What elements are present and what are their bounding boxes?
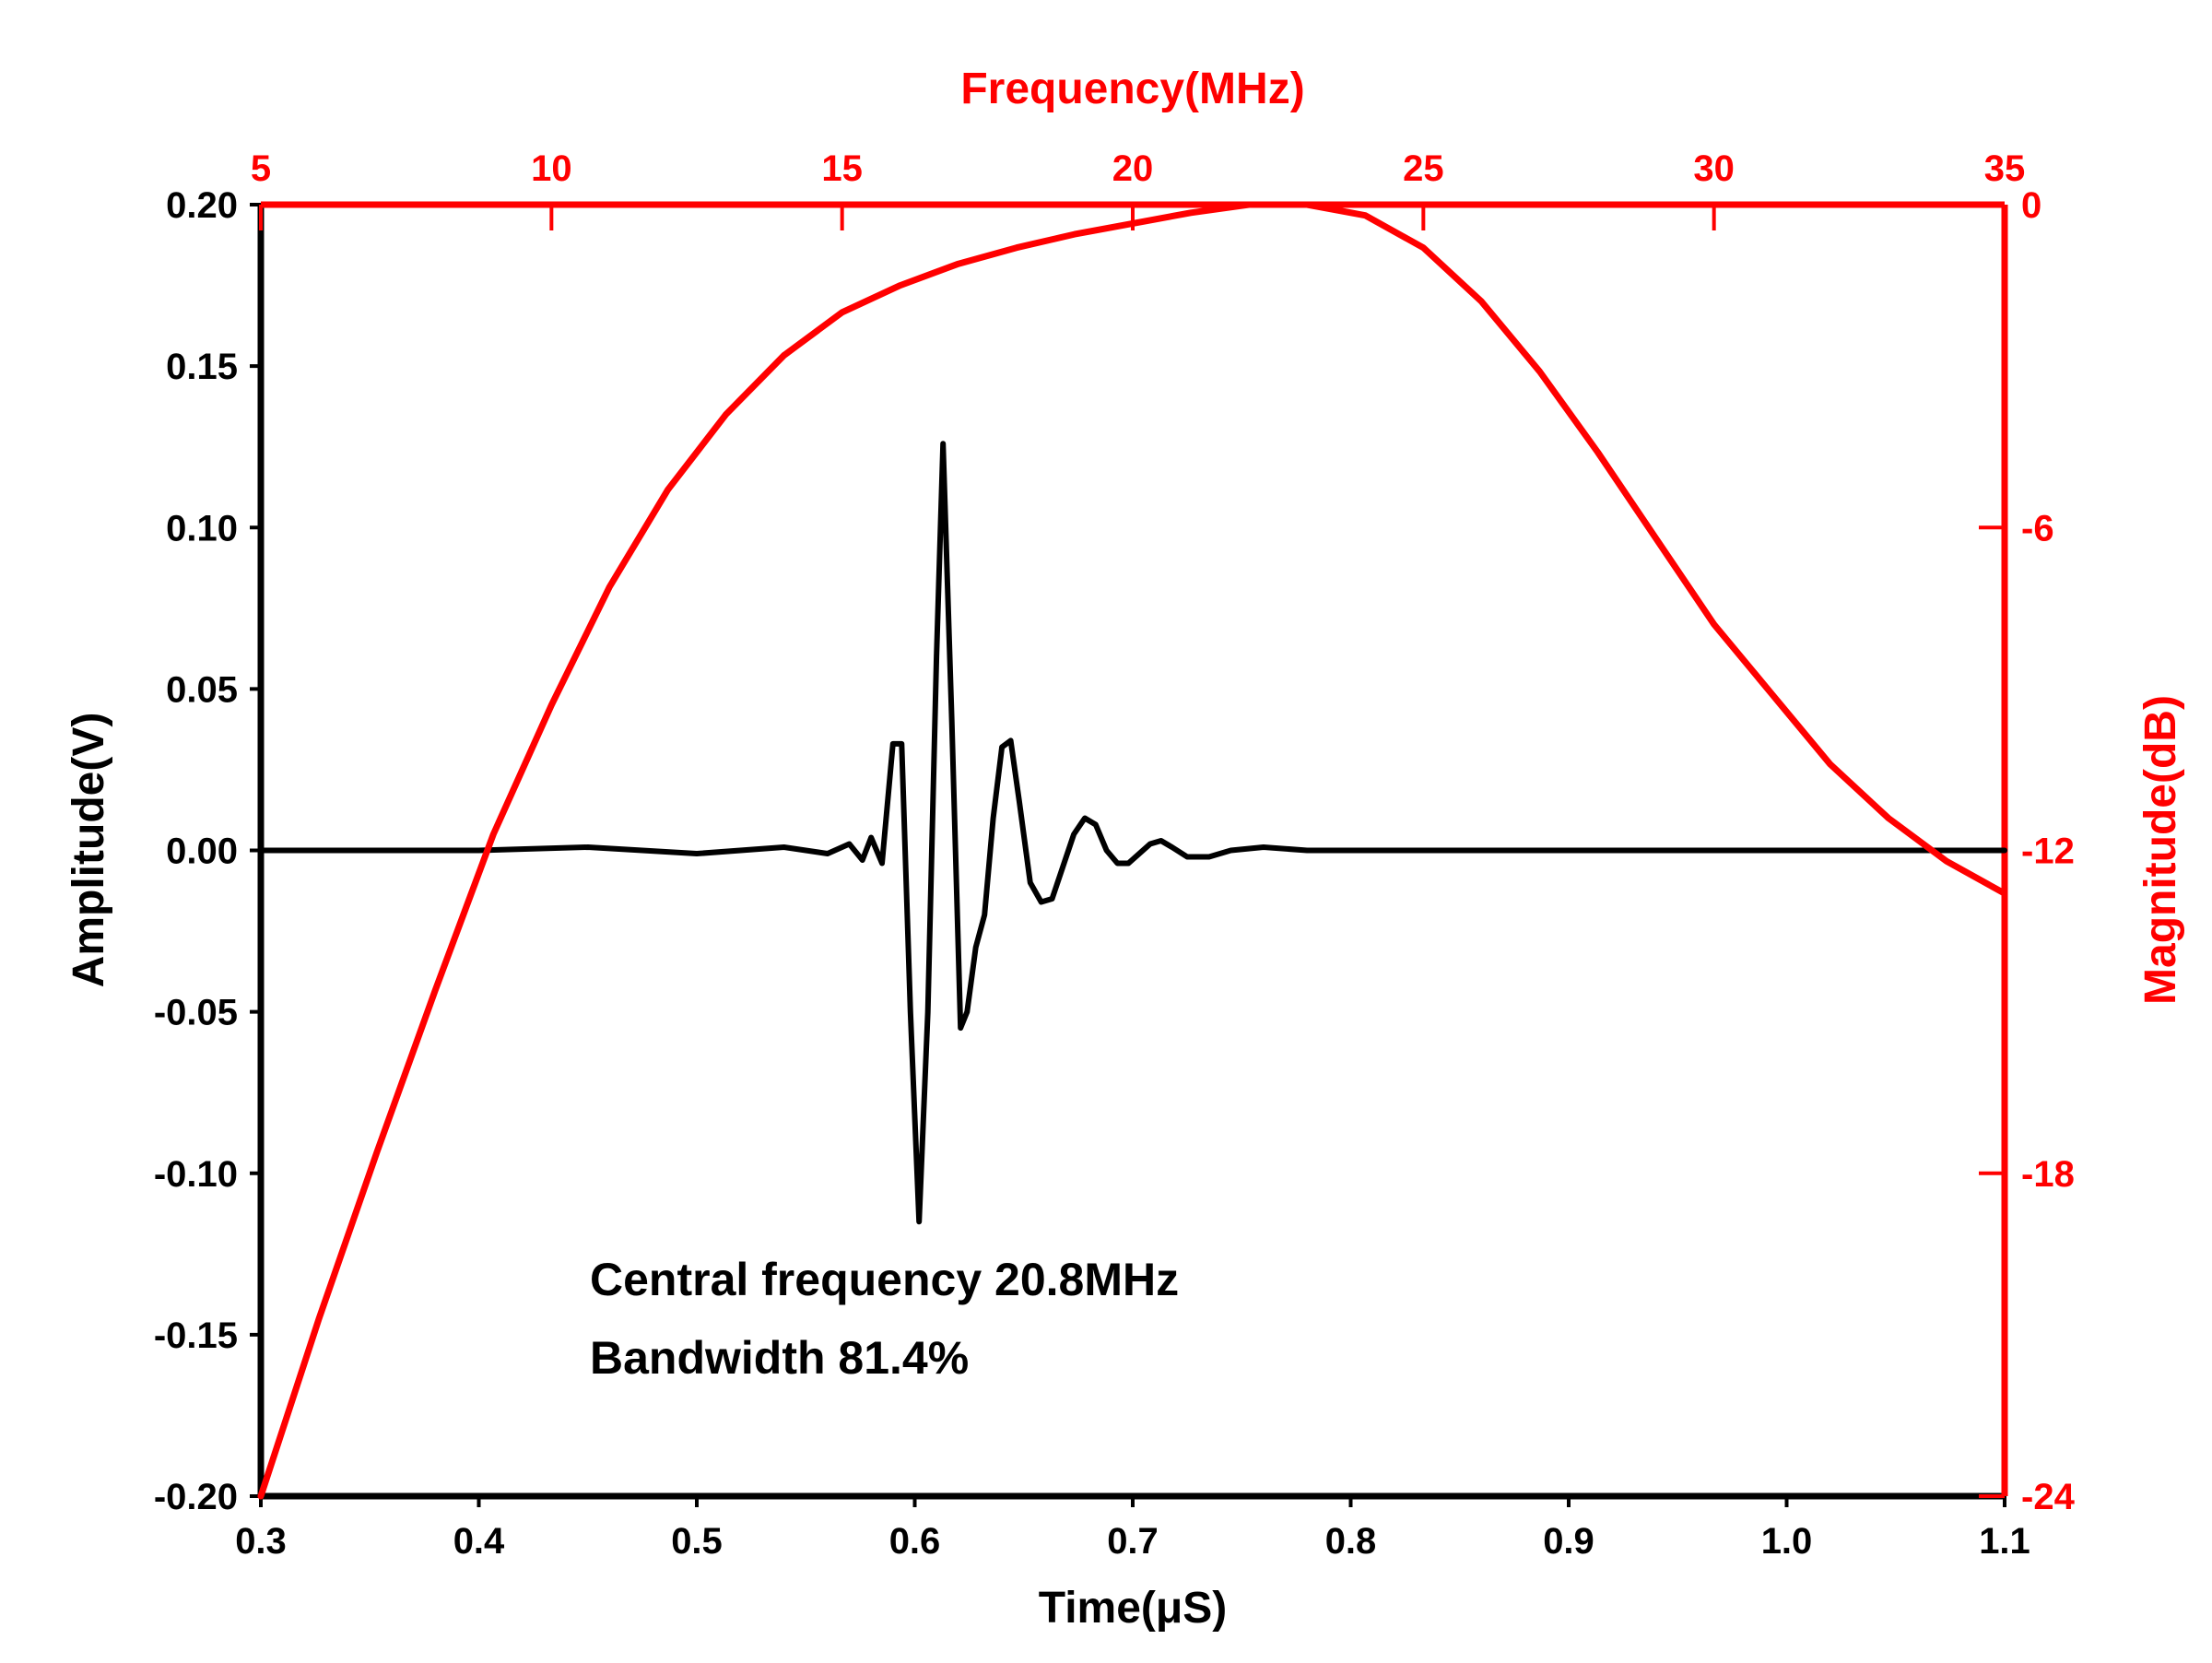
- y-right-tick-label: -6: [2021, 508, 2054, 548]
- x-top-tick-label: 20: [1112, 148, 1154, 189]
- y-right-tick-label: 0: [2021, 185, 2041, 226]
- y-left-tick-label: -0.15: [154, 1315, 238, 1356]
- x-bottom-tick-label: 1.1: [1979, 1521, 2030, 1562]
- y-left-tick-label: 0.20: [166, 185, 238, 226]
- y-left-tick-label: 0.10: [166, 508, 238, 548]
- x-top-tick-label: 5: [251, 148, 271, 189]
- x-top-tick-label: 15: [821, 148, 863, 189]
- y-axis-left-label: Amplitude(V): [65, 713, 113, 988]
- series-layer: [257, 201, 2008, 1500]
- y-left-tick-label: 0.00: [166, 832, 238, 872]
- y-left-tick-label: -0.10: [154, 1154, 238, 1195]
- y-right-tick-label: -12: [2021, 832, 2075, 872]
- x-top-tick-label: 25: [1403, 148, 1444, 189]
- x-bottom-tick-label: 0.9: [1543, 1521, 1594, 1562]
- x-bottom-tick-label: 1.0: [1761, 1521, 1813, 1562]
- y-left-tick-label: -0.05: [154, 993, 238, 1033]
- y-left-tick-label: 0.15: [166, 347, 238, 387]
- y-left-tick-label: -0.20: [154, 1477, 238, 1517]
- x-axis-top-label: Frequency(MHz): [960, 65, 1304, 113]
- y-right-tick-label: -24: [2021, 1477, 2076, 1517]
- y-left-tick-label: 0.05: [166, 669, 238, 710]
- ticks-layer: 0.3 0.4 0.5 0.6 0.7 0.8 0.9 1.0 1.1 -0.20 -0.15 -0.…: [154, 148, 2076, 1562]
- x-bottom-tick-label: 0.4: [453, 1521, 505, 1562]
- x-axis-bottom-label: Time(μS): [1039, 1584, 1228, 1633]
- pulse-series-line: [258, 441, 2007, 1225]
- x-bottom-tick-label: 0.5: [671, 1521, 723, 1562]
- annotation-bandwidth: Bandwidth 81.4%: [590, 1332, 969, 1384]
- y-right-tick-label: -18: [2021, 1154, 2075, 1195]
- x-top-tick-label: 30: [1693, 148, 1735, 189]
- y-axis-right-label: Magnitude(dB): [2136, 695, 2185, 1005]
- x-top-tick-label: 35: [1984, 148, 2026, 189]
- x-top-tick-label: 10: [531, 148, 572, 189]
- x-bottom-tick-label: 0.6: [889, 1521, 941, 1562]
- x-bottom-tick-label: 0.3: [235, 1521, 287, 1562]
- x-bottom-tick-label: 0.7: [1107, 1521, 1159, 1562]
- annotation-central-frequency: Central frequency 20.8MHz: [590, 1254, 1179, 1305]
- x-bottom-tick-label: 0.8: [1325, 1521, 1377, 1562]
- spectrum-series-line: [257, 201, 2008, 1500]
